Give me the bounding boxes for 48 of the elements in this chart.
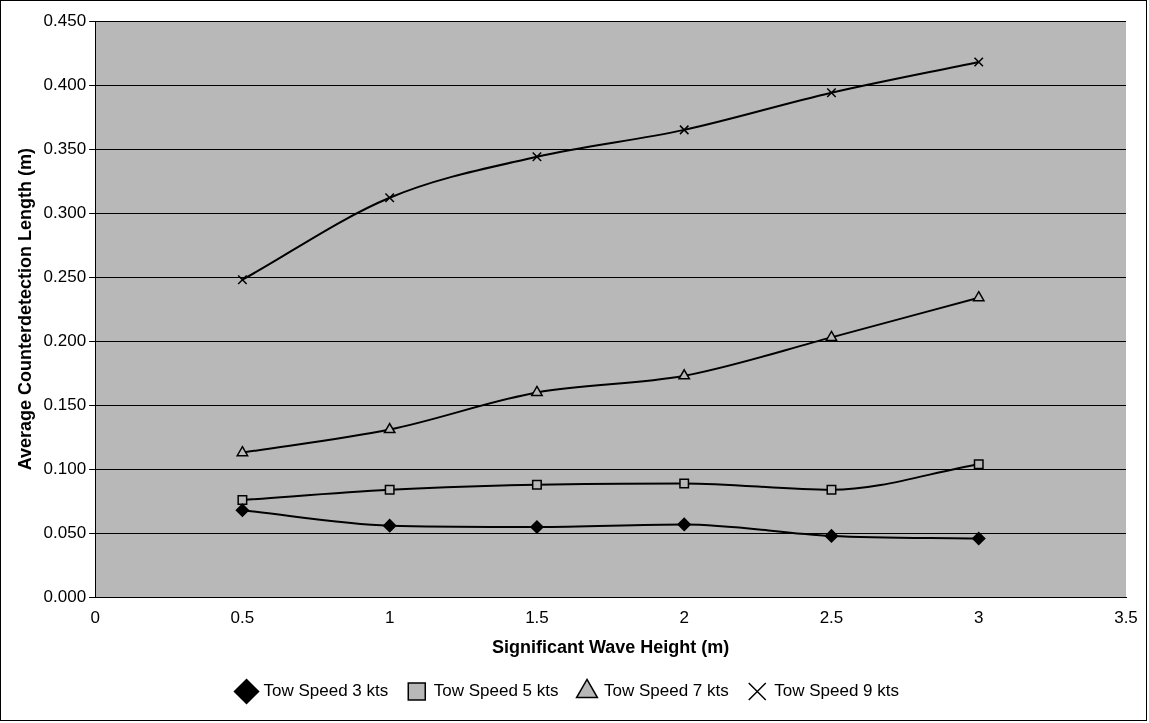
point bbox=[826, 484, 837, 495]
x-tick-label: 1 bbox=[384, 607, 395, 627]
point bbox=[384, 192, 395, 203]
point bbox=[825, 330, 838, 342]
x-tick-label: 2.5 bbox=[819, 607, 844, 627]
y-tick-label: 0.300 bbox=[43, 202, 87, 222]
legend-label: Tow Speed 3 kts bbox=[263, 681, 389, 701]
point bbox=[824, 529, 839, 543]
point bbox=[531, 151, 542, 162]
point bbox=[826, 87, 837, 98]
point bbox=[384, 484, 395, 495]
x-tick-label: 1.5 bbox=[525, 607, 549, 627]
point bbox=[236, 445, 249, 457]
point bbox=[382, 518, 397, 533]
legend-label: Tow Speed 9 kts bbox=[774, 681, 899, 701]
point bbox=[237, 274, 248, 285]
point bbox=[677, 517, 691, 532]
point bbox=[973, 459, 984, 470]
point bbox=[383, 422, 396, 434]
point bbox=[237, 495, 248, 506]
point bbox=[679, 124, 690, 135]
y-tick-label: 0.250 bbox=[43, 266, 87, 286]
point bbox=[530, 385, 543, 397]
legend-label: Tow Speed 5 kts bbox=[433, 681, 559, 701]
legend-label: Tow Speed 7 kts bbox=[604, 681, 729, 701]
y-tick-label: 0.050 bbox=[43, 523, 87, 543]
point bbox=[531, 479, 542, 490]
point bbox=[530, 520, 544, 534]
point bbox=[973, 57, 984, 67]
point bbox=[972, 290, 985, 302]
y-axis-title: Average Counterdetection Length (m) bbox=[14, 148, 35, 471]
x-axis-title: Significant Wave Height (m) bbox=[491, 637, 730, 658]
y-tick-label: 0.100 bbox=[43, 459, 87, 478]
x-tick-label: 3 bbox=[974, 607, 984, 627]
point bbox=[971, 531, 986, 546]
y-tick-label: 0.400 bbox=[43, 74, 87, 94]
y-tick-label: 0.450 bbox=[43, 10, 87, 30]
x-tick-label: 3.5 bbox=[1114, 607, 1138, 627]
x-tick-label: 0.5 bbox=[230, 607, 255, 627]
y-tick-label: 0.200 bbox=[43, 330, 87, 350]
y-tick-label: 0.350 bbox=[43, 138, 87, 158]
x-tick-label: 2 bbox=[679, 607, 689, 627]
y-tick-label: 0.150 bbox=[43, 394, 87, 414]
point bbox=[678, 369, 691, 380]
point bbox=[235, 503, 250, 518]
point bbox=[679, 478, 690, 489]
x-tick-label: 0 bbox=[90, 607, 100, 627]
y-tick-label: 0.000 bbox=[43, 587, 87, 607]
